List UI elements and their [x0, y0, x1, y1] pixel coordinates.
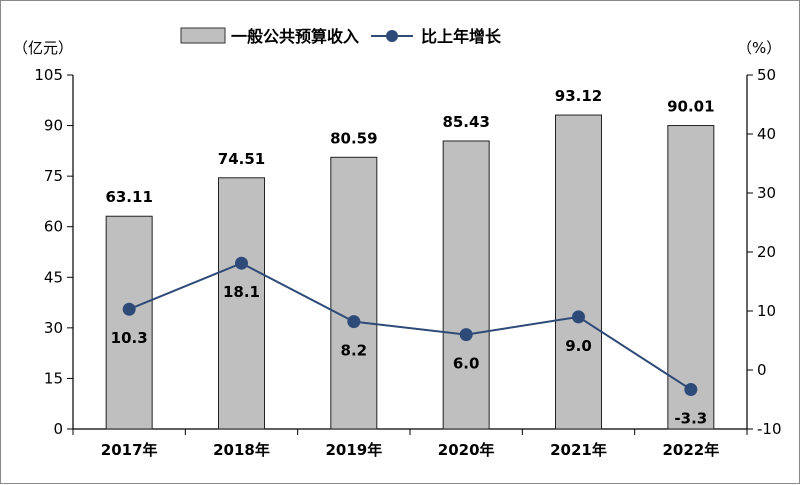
growth-line-path	[128, 262, 692, 391]
left-tick-label: 60	[44, 218, 63, 236]
growth-value-label: 6.0	[453, 355, 480, 373]
x-tick-label: 2019年	[325, 441, 382, 459]
left-tick-label: 45	[44, 268, 63, 286]
legend-swatch-bar	[180, 27, 226, 44]
growth-point	[459, 328, 473, 342]
right-tick-label: -10	[757, 420, 782, 438]
left-tick-label: 30	[44, 319, 63, 337]
bar	[555, 114, 602, 430]
left-tick-label: 0	[53, 420, 63, 438]
growth-line	[122, 256, 698, 396]
x-tick-label: 2017年	[101, 441, 158, 459]
bars	[105, 114, 715, 430]
growth-point	[347, 315, 361, 329]
x-tick-label: 2020年	[438, 441, 495, 459]
growth-value-label: 10.3	[111, 329, 148, 347]
x-tick-label: 2022年	[662, 441, 719, 459]
bar-value-label: 74.51	[218, 150, 265, 168]
right-tick-label: 50	[757, 66, 776, 84]
legend-label-bar: 一般公共预算收入	[231, 27, 359, 46]
bar	[218, 177, 265, 430]
left-axis-unit: （亿元）	[13, 39, 73, 57]
legend: 一般公共预算收入 比上年增长	[180, 27, 502, 46]
bar-value-label: 80.59	[330, 129, 377, 147]
growth-point	[235, 256, 248, 270]
data-labels: 63.11 74.51 80.59 85.43 93.12 90.01 10.3 18.1 8.…	[105, 87, 714, 427]
x-tick-label: 2021年	[550, 441, 607, 459]
left-tick-label: 105	[34, 66, 63, 84]
right-tick-label: 30	[757, 184, 776, 202]
axes: 0 15 30 45 60 75 90 105 -10 0 10 20 30 40 50 2017年 2018年…	[34, 66, 781, 459]
bar	[105, 215, 153, 430]
growth-value-label: 8.2	[341, 342, 368, 360]
growth-value-label: 18.1	[223, 283, 260, 301]
right-tick-label: 20	[757, 243, 776, 261]
bar	[442, 140, 490, 430]
legend-marker-line	[386, 30, 398, 42]
left-tick-label: 90	[44, 117, 63, 135]
growth-value-label: 9.0	[565, 337, 592, 355]
left-tick-label: 75	[44, 167, 63, 185]
right-tick-label: 40	[757, 125, 776, 143]
bar-value-label: 63.11	[105, 188, 152, 206]
bar	[330, 156, 378, 430]
legend-label-line: 比上年增长	[421, 27, 502, 46]
left-tick-label: 15	[44, 369, 63, 387]
growth-point	[572, 310, 585, 324]
x-tick-label: 2018年	[213, 441, 270, 459]
growth-point	[684, 382, 698, 396]
right-tick-label: 0	[757, 361, 767, 379]
right-axis-unit: （%）	[737, 39, 781, 57]
growth-value-label: -3.3	[674, 409, 707, 427]
bar-value-label: 93.12	[555, 87, 602, 105]
growth-point	[122, 302, 136, 316]
right-tick-label: 10	[757, 302, 776, 320]
bar-value-label: 90.01	[667, 98, 714, 116]
bar-value-label: 85.43	[442, 113, 489, 131]
